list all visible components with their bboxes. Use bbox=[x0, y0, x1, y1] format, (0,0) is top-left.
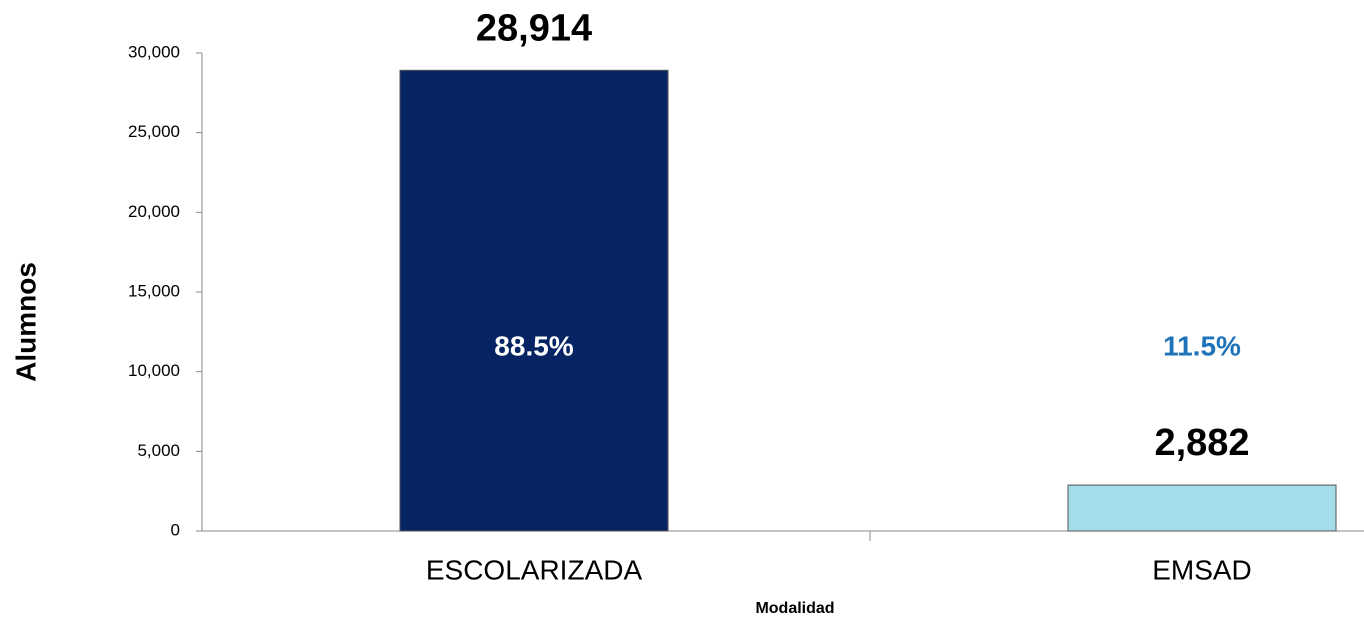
percent-label: 11.5% bbox=[1163, 330, 1241, 361]
y-tick-label: 20,000 bbox=[128, 202, 180, 221]
y-tick-label: 0 bbox=[171, 520, 180, 539]
x-axis-label: Modalidad bbox=[755, 600, 834, 617]
x-tick-label: ESCOLARIZADA bbox=[426, 554, 643, 585]
y-tick-label: 25,000 bbox=[128, 122, 180, 141]
y-tick-label: 30,000 bbox=[128, 42, 180, 61]
x-tick-label: EMSAD bbox=[1152, 554, 1252, 585]
bar bbox=[1067, 484, 1337, 532]
percent-label: 88.5% bbox=[494, 330, 573, 361]
y-tick-label: 15,000 bbox=[128, 281, 180, 300]
value-label: 28,914 bbox=[476, 7, 592, 49]
y-tick-label: 10,000 bbox=[128, 361, 180, 380]
value-label: 2,882 bbox=[1154, 422, 1249, 464]
bar bbox=[399, 69, 669, 532]
y-tick-label: 5,000 bbox=[137, 441, 180, 460]
y-axis-label: Alumnos bbox=[10, 262, 41, 382]
